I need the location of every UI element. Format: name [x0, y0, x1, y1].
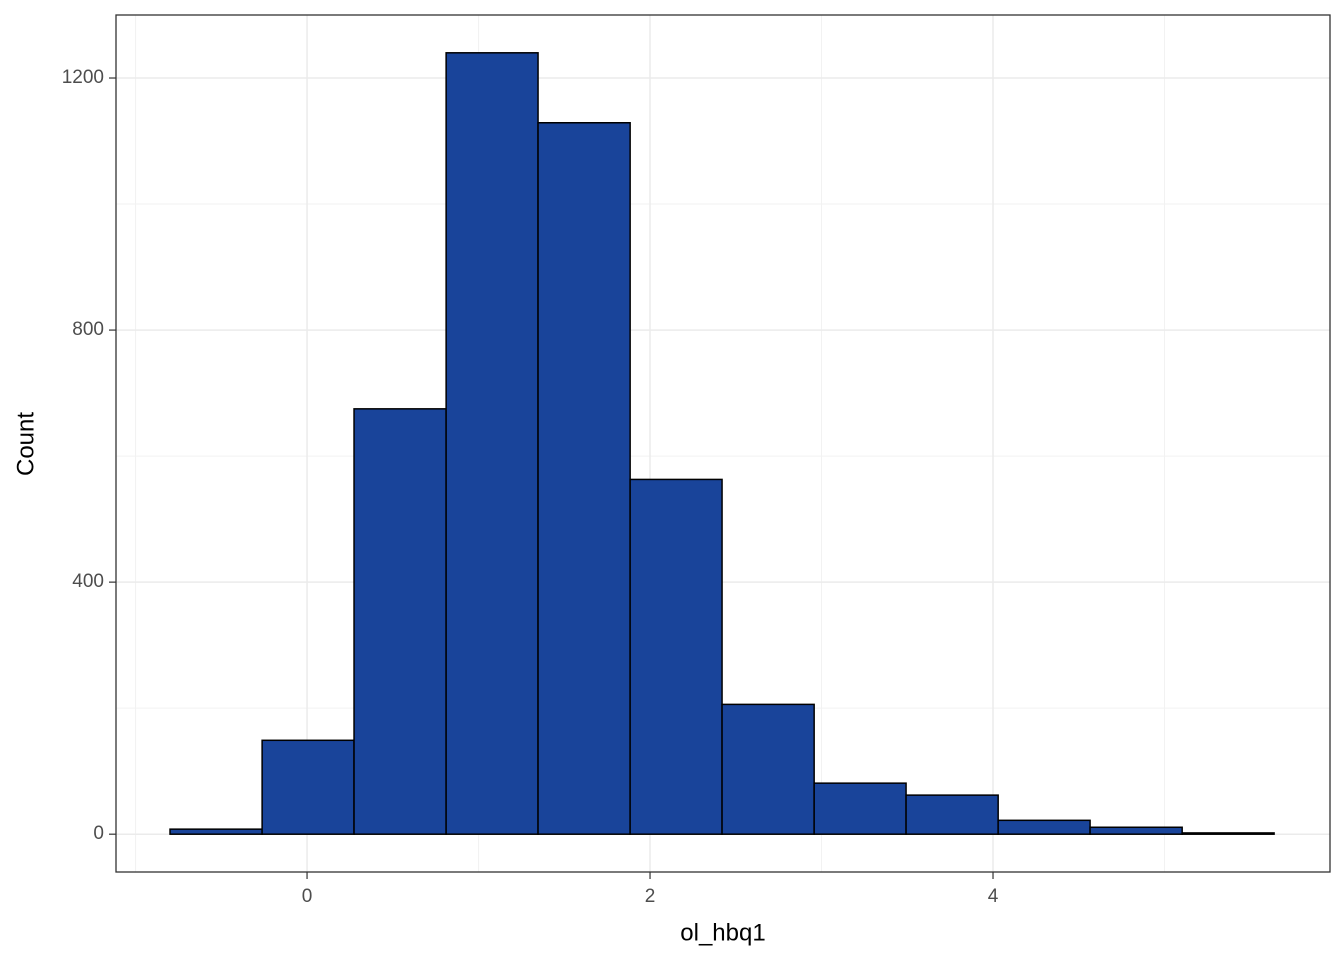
y-tick-label: 400 — [72, 571, 104, 592]
histogram-bar — [537, 122, 631, 835]
x-tick-label: 2 — [645, 886, 656, 907]
histogram-bar — [445, 52, 539, 835]
y-axis-title: Count — [12, 412, 39, 476]
histogram-bar — [905, 794, 999, 835]
y-tick-label: 800 — [72, 319, 104, 340]
panel-border — [115, 14, 1331, 873]
histogram-bar — [813, 782, 907, 835]
histogram-bar — [169, 828, 263, 835]
x-axis-title: ol_hbq1 — [680, 919, 765, 946]
histogram-bar — [1181, 832, 1275, 835]
histogram-bar — [1089, 826, 1183, 835]
x-tick-label: 4 — [988, 886, 999, 907]
y-tick-label: 0 — [93, 823, 104, 844]
histogram-bar — [629, 478, 723, 835]
x-tick-label: 0 — [302, 886, 313, 907]
histogram-bar — [721, 703, 815, 835]
histogram-bar — [997, 819, 1091, 835]
y-tick-label: 1200 — [62, 67, 104, 88]
histogram-bar — [261, 739, 355, 835]
histogram-bar — [353, 408, 447, 835]
